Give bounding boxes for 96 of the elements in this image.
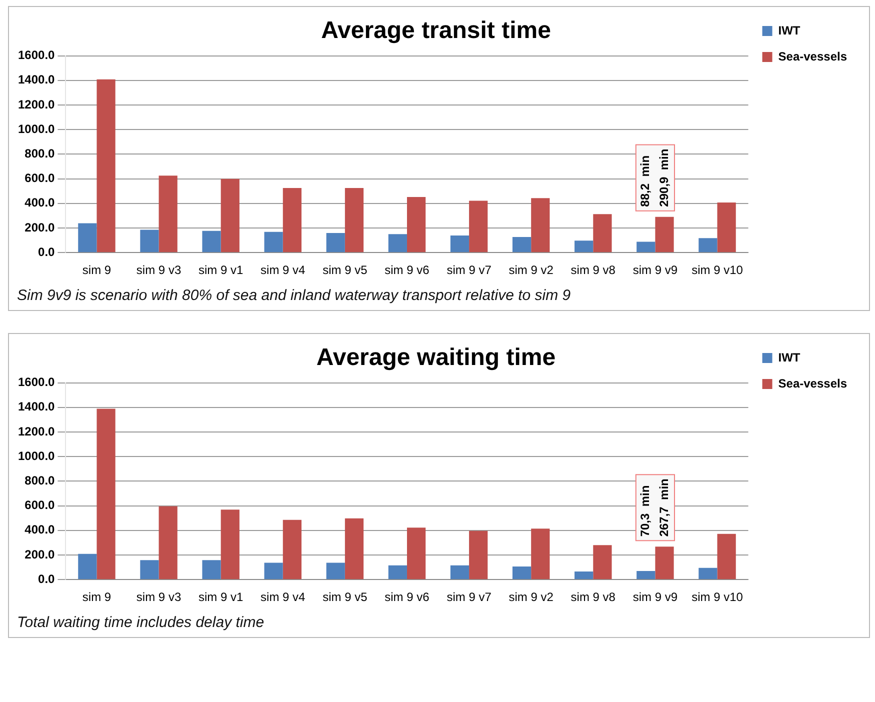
bar [96, 408, 116, 580]
bar [717, 202, 736, 252]
bar [326, 233, 345, 252]
bar [388, 234, 407, 252]
x-tick-label: sim 9 [82, 263, 112, 278]
bar [140, 560, 159, 580]
y-tick-label: 1000.0 [18, 122, 56, 136]
x-tick-label: sim 9 v4 [260, 263, 306, 278]
x-tick-label: sim 9 v7 [446, 263, 492, 278]
y-tick-label: 1200.0 [18, 97, 56, 112]
bar [158, 506, 178, 580]
bar [636, 242, 656, 252]
y-tick-label: 0.0 [38, 244, 56, 259]
y-tick-label: 1400.0 [18, 72, 56, 87]
bar [593, 214, 612, 252]
bar [78, 554, 97, 580]
x-tick-label: sim 9 v5 [322, 590, 368, 604]
bar [531, 528, 550, 580]
legend-label: Sea-vessels [778, 49, 848, 64]
bar [96, 79, 116, 252]
y-tick-label: 200.0 [24, 547, 56, 562]
bar [655, 216, 674, 252]
x-tick-label: sim 9 v6 [384, 263, 430, 278]
x-tick-label: sim 9 v4 [260, 590, 306, 604]
bar [574, 571, 594, 580]
bar [469, 200, 488, 252]
bar [220, 178, 240, 252]
x-tick-label: sim 9 v1 [198, 590, 244, 604]
bar [469, 530, 488, 580]
legend-label: IWT [778, 23, 801, 38]
data-label: 290,9 min [656, 148, 671, 207]
y-tick-label: 1200.0 [18, 424, 56, 438]
bar [450, 565, 470, 580]
bar [264, 232, 283, 252]
bar [344, 518, 364, 580]
bar [158, 176, 178, 252]
x-tick-label: sim 9 v8 [570, 590, 616, 604]
y-tick-label: 800.0 [24, 146, 56, 161]
bar [202, 560, 221, 580]
y-tick-label: 200.0 [24, 220, 56, 234]
bar [512, 236, 532, 252]
x-tick-label: sim 9 v8 [570, 263, 616, 278]
x-tick-label: sim 9 v9 [632, 263, 678, 278]
bar [717, 534, 736, 580]
x-tick-label: sim 9 v10 [692, 590, 744, 604]
x-tick-label: sim 9 v5 [322, 263, 368, 278]
legend-label: IWT [778, 350, 801, 364]
bar [264, 562, 283, 580]
x-tick-label: sim 9 [82, 590, 112, 604]
y-tick-label: 400.0 [24, 196, 56, 210]
y-tick-label: 1000.0 [18, 448, 56, 463]
x-tick-label: sim 9 v3 [136, 590, 182, 604]
text: Sim 9v9 is scenario with 80% of sea and inland waterway transport relative to sim 9 [16, 286, 572, 306]
bar [344, 188, 364, 252]
bar [78, 223, 97, 252]
bar [698, 238, 718, 252]
x-tick-label: sim 9 v7 [446, 590, 492, 604]
x-tick-label: sim 9 v2 [508, 263, 554, 278]
y-tick-label: 600.0 [24, 498, 56, 512]
data-label: 267,7 min [656, 478, 671, 537]
bar [574, 240, 594, 252]
bar [636, 570, 656, 580]
y-tick-label: 1600.0 [18, 48, 56, 62]
y-tick-label: 1400.0 [18, 400, 56, 414]
legend-label: Sea-vessels [778, 376, 848, 390]
bar [282, 188, 302, 252]
bar [202, 230, 221, 252]
y-tick-label: 800.0 [24, 474, 56, 488]
bar [406, 528, 426, 580]
x-tick-label: sim 9 v6 [384, 590, 430, 604]
chart-title: Average transit time [321, 17, 551, 44]
x-tick-label: sim 9 v1 [198, 263, 244, 278]
bar [406, 197, 426, 252]
bar [220, 510, 240, 580]
y-tick-label: 600.0 [24, 171, 56, 186]
bar [282, 520, 302, 580]
y-tick-label: 0.0 [38, 572, 56, 586]
x-tick-label: sim 9 v2 [508, 590, 554, 604]
y-tick-label: 1600.0 [18, 375, 56, 390]
bar [531, 198, 550, 252]
bar [388, 565, 407, 580]
x-tick-label: sim 9 v10 [692, 263, 744, 278]
bar [326, 562, 345, 580]
bar [512, 566, 532, 580]
data-label: 88,2 min [638, 155, 652, 207]
chart-title: Average waiting time [316, 344, 556, 372]
y-tick-label: 400.0 [24, 522, 56, 537]
x-tick-label: sim 9 v9 [632, 590, 678, 604]
bar [593, 545, 612, 580]
data-label: 70,3 min [638, 485, 652, 537]
text: Total waiting time includes delay time [16, 613, 266, 633]
bar [140, 230, 159, 252]
bar [450, 236, 470, 252]
bar [655, 546, 674, 580]
bar [698, 568, 718, 580]
x-tick-label: sim 9 v3 [136, 263, 182, 278]
